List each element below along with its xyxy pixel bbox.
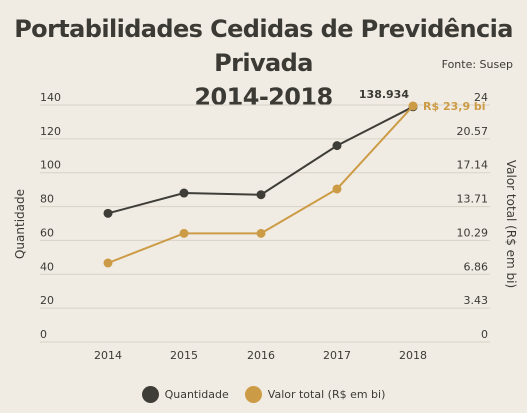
y-left-axis-title: Quantidade bbox=[13, 189, 27, 259]
data-point-valor-total bbox=[256, 228, 266, 238]
y-right-tick-label: 6.86 bbox=[464, 260, 489, 273]
y-right-tick-label: 24 bbox=[474, 91, 488, 104]
y-left-tick-label: 20 bbox=[40, 294, 54, 307]
y-right-tick-label: 3.43 bbox=[464, 294, 489, 307]
y-left-tick-label: 120 bbox=[40, 125, 61, 138]
legend-item-quantidade: Quantidade bbox=[141, 386, 229, 403]
data-label-valor-total: R$ 23,9 bi bbox=[423, 100, 486, 113]
y-left-tick-label: 80 bbox=[40, 193, 54, 206]
data-point-valor-total bbox=[103, 258, 113, 268]
y-left-tick-label: 100 bbox=[40, 159, 61, 172]
y-left-tick-label: 60 bbox=[40, 226, 54, 239]
data-point-quantidade bbox=[103, 208, 113, 218]
legend-label-quantidade: Quantidade bbox=[164, 388, 229, 401]
x-tick-label: 2017 bbox=[323, 349, 351, 362]
title-line-2: 2014-2018 bbox=[194, 83, 333, 111]
y-left-tick-label: 40 bbox=[40, 260, 54, 273]
y-right-tick-label: 10.29 bbox=[457, 226, 489, 239]
y-left-tick-label: 0 bbox=[40, 328, 47, 341]
data-point-quantidade bbox=[256, 190, 266, 200]
legend-marker-valor-total bbox=[244, 386, 262, 403]
x-tick-label: 2015 bbox=[170, 349, 198, 362]
y-right-axis-title: Valor total (R$ em bi) bbox=[504, 160, 518, 288]
data-point-valor-total bbox=[179, 228, 189, 238]
chart-legend: Quantidade Valor total (R$ em bi) bbox=[0, 386, 527, 403]
data-label-quantidade: 138.934 bbox=[359, 88, 409, 101]
y-right-tick-label: 0 bbox=[481, 328, 488, 341]
legend-marker-quantidade bbox=[141, 386, 159, 403]
data-point-quantidade bbox=[332, 141, 342, 151]
chart-title: Portabilidades Cedidas de Previdência Pr… bbox=[0, 12, 527, 114]
title-line-1: Portabilidades Cedidas de Previdência Pr… bbox=[14, 15, 513, 77]
legend-label-valor-total: Valor total (R$ em bi) bbox=[267, 388, 386, 401]
y-right-tick-label: 20.57 bbox=[457, 125, 489, 138]
data-point-quantidade bbox=[179, 188, 189, 198]
x-tick-label: 2014 bbox=[94, 349, 122, 362]
y-right-tick-label: 17.14 bbox=[457, 159, 489, 172]
source-note: Fonte: Susep bbox=[441, 58, 513, 71]
y-left-tick-label: 140 bbox=[40, 91, 61, 104]
x-tick-label: 2018 bbox=[399, 349, 427, 362]
data-point-valor-total bbox=[408, 101, 418, 111]
y-right-tick-label: 13.71 bbox=[457, 193, 489, 206]
legend-item-valor-total: Valor total (R$ em bi) bbox=[244, 386, 386, 403]
x-tick-label: 2016 bbox=[247, 349, 275, 362]
data-point-valor-total bbox=[332, 184, 342, 194]
